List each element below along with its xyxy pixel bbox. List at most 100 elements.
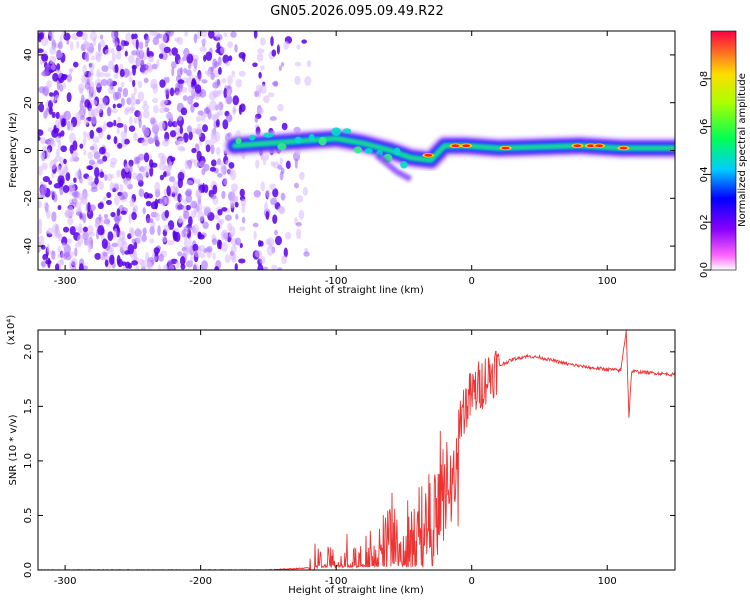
colorbar-gradient xyxy=(710,30,737,271)
spectrogram-noise-blob xyxy=(94,78,103,88)
spectrogram-noise-blob xyxy=(255,159,260,169)
spectrogram-noise-blob xyxy=(106,134,111,140)
spectrogram-noise-blob xyxy=(141,138,149,147)
spectrogram-noise-blob xyxy=(252,222,259,228)
spectrogram-noise-blob xyxy=(92,136,100,144)
spectrogram-noise-blob xyxy=(196,189,202,200)
spectrogram-noise-blob xyxy=(60,145,68,153)
spectrogram-noise-blob xyxy=(224,214,232,221)
spectrogram-noise-blob xyxy=(93,151,101,160)
spectrogram-noise-blob xyxy=(141,233,147,243)
spectrogram-noise-blob xyxy=(142,207,146,215)
spectrogram-noise-blob xyxy=(265,210,270,220)
spectrogram-noise-blob xyxy=(174,91,182,96)
spectrogram-noise-blob xyxy=(149,218,154,224)
spectrogram-noise-blob xyxy=(120,138,125,144)
spectrogram-noise-blob xyxy=(181,204,187,211)
spectrogram-noise-blob xyxy=(59,186,64,196)
spectrogram-noise-blob xyxy=(214,214,220,220)
spectrogram-noise-blob xyxy=(79,143,84,149)
spectrogram-noise-blob xyxy=(129,198,135,207)
spectrogram-noise-blob xyxy=(238,258,246,264)
colorbar-tick-label: 0.6 xyxy=(699,119,710,135)
spectrogram-noise-blob xyxy=(75,170,80,179)
spectrogram-noise-blob xyxy=(181,229,186,238)
spectrogram-noise-blob xyxy=(232,95,240,106)
spectrogram-ridge-clump xyxy=(263,132,274,138)
spectrogram-noise-blob xyxy=(55,263,60,270)
spectrogram-noise-blob xyxy=(42,85,50,97)
spectrogram-y-tick-label: 40 xyxy=(23,49,34,62)
spectrogram-noise-blob xyxy=(149,225,155,235)
spectrogram-noise-blob xyxy=(131,260,138,266)
spectrogram-noise-blob xyxy=(39,32,45,40)
spectrogram-noise-blob xyxy=(180,107,188,116)
spectrogram-noise-blob xyxy=(221,207,228,212)
spectrogram-noise-blob xyxy=(66,92,72,103)
spectrogram-noise-blob xyxy=(206,245,213,253)
spectrogram-noise-blob xyxy=(228,162,235,169)
spectrogram-noise-blob xyxy=(38,129,44,137)
spectrogram-noise-blob xyxy=(192,54,199,62)
spectrogram-noise-blob xyxy=(283,41,290,50)
spectrogram-noise-blob xyxy=(152,97,159,104)
spectrogram-noise-blob xyxy=(120,130,128,140)
spectrogram-noise-blob xyxy=(238,104,243,115)
spectrogram-noise-blob xyxy=(183,210,190,220)
spectrogram-noise-blob xyxy=(227,75,233,86)
spectrogram-noise-blob xyxy=(194,84,202,94)
spectrogram-noise-blob xyxy=(38,165,43,176)
spectrogram-noise-blob xyxy=(294,61,302,67)
spectrogram-noise-blob xyxy=(116,208,121,217)
spectrogram-noise-blob xyxy=(84,82,91,90)
spectrogram-noise-blob xyxy=(165,112,174,119)
snr-panel: -300 -200 -100 0 100 0.0 0.5 1.0 1.5 2.0 Height … xyxy=(6,315,676,596)
spectrogram-noise-blob xyxy=(53,183,62,189)
spectrogram-noise-blob xyxy=(138,188,145,198)
snr-x-axis: -300 -200 -100 0 100 xyxy=(54,330,617,587)
spectrogram-noise-blob xyxy=(257,48,265,54)
spectrogram-noise-blob xyxy=(145,200,152,207)
spectrogram-noise-blob xyxy=(177,217,183,224)
spectrogram-noise-blob xyxy=(143,152,150,163)
spectrogram-noise-blob xyxy=(114,91,122,100)
spectrogram-noise-blob xyxy=(45,209,51,219)
spectrogram-noise-blob xyxy=(47,31,55,37)
spectrogram-noise-blob xyxy=(214,112,220,120)
spectrogram-noise-blob xyxy=(135,264,140,270)
spectrogram-noise-blob xyxy=(114,63,119,74)
spectrogram-noise-blob xyxy=(158,253,164,262)
spectrogram-noise-blob xyxy=(212,252,216,260)
spectrogram-noise-blob xyxy=(168,176,176,183)
spectrogram-noise-blob xyxy=(154,251,159,257)
spectrogram-noise-blob xyxy=(124,50,128,57)
spectrogram-noise-blob xyxy=(213,61,220,68)
spectrogram-noise-blob xyxy=(72,61,79,68)
spectrogram-noise-blob xyxy=(49,55,57,65)
spectrogram-noise-blob xyxy=(96,127,103,133)
spectrogram-noise-blob xyxy=(54,94,60,101)
spectrogram-noise-blob xyxy=(77,227,85,234)
spectrogram-noise-blob xyxy=(223,32,228,38)
spectrogram-noise-blob xyxy=(217,218,225,225)
spectrogram-noise-blob xyxy=(143,192,150,199)
spectrogram-noise-blob xyxy=(116,127,120,135)
spectrogram-noise-blob xyxy=(293,182,300,189)
spectrogram-noise-blob xyxy=(230,31,237,38)
spectrogram-noise-blob xyxy=(46,243,50,253)
spectrogram-noise-blob xyxy=(104,72,111,78)
spectrogram-noise-blob xyxy=(138,118,142,128)
spectrogram-noise-blob xyxy=(258,71,262,79)
spectrogram-noise-blob xyxy=(272,188,279,198)
spectrogram-noise-blob xyxy=(140,63,146,74)
spectrogram-ridge-clump xyxy=(294,136,302,144)
spectrogram-noise-blob xyxy=(219,46,226,54)
spectrogram-noise-blob xyxy=(128,159,134,167)
spectrogram-noise-blob xyxy=(38,218,43,230)
spectrogram-noise-blob xyxy=(240,198,247,207)
spectrogram-noise-blob xyxy=(154,212,161,222)
spectrogram-noise-blob xyxy=(48,180,53,185)
spectrogram-noise-blob xyxy=(254,115,259,123)
spectrogram-noise-blob xyxy=(113,136,118,145)
spectrogram-noise-blob xyxy=(215,147,221,155)
